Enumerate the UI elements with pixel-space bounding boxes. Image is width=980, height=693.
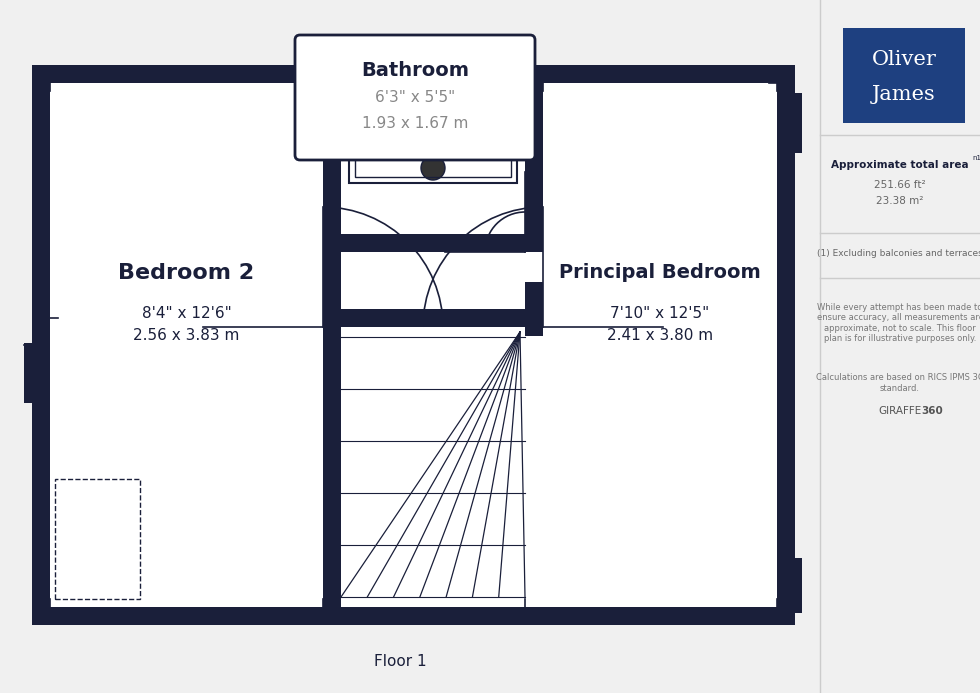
Bar	[32, 65, 795, 625]
Text: While every attempt has been made to
ensure accuracy, all measurements are
appro: While every attempt has been made to ens…	[816, 303, 980, 343]
Text: 8'4" x 12'6": 8'4" x 12'6"	[142, 306, 231, 320]
Text: Principal Bedroom: Principal Bedroom	[560, 263, 760, 283]
Text: Floor 1: Floor 1	[373, 653, 426, 669]
Bar	[341, 83, 525, 234]
Bar	[341, 309, 525, 327]
Bar	[355, 114, 511, 177]
Bar	[50, 83, 777, 607]
Text: Approximate total area: Approximate total area	[831, 160, 969, 170]
Text: 360: 360	[921, 406, 943, 416]
Text: Bathroom: Bathroom	[361, 60, 469, 80]
Bar	[525, 83, 543, 252]
Bar	[55, 479, 140, 599]
Bar	[341, 234, 534, 252]
Text: Calculations are based on RICS IPMS 3C
standard.: Calculations are based on RICS IPMS 3C s…	[816, 374, 980, 393]
Text: 1.93 x 1.67 m: 1.93 x 1.67 m	[362, 116, 468, 130]
Text: n1: n1	[972, 155, 980, 161]
Bar	[790, 558, 802, 613]
Bar	[349, 108, 517, 183]
Text: Oliver: Oliver	[871, 50, 937, 69]
Bar	[359, 64, 507, 84]
Text: 7'10" x 12'5": 7'10" x 12'5"	[611, 306, 710, 320]
FancyBboxPatch shape	[295, 35, 535, 160]
Circle shape	[421, 156, 445, 180]
Text: (1) Excluding balconies and terraces: (1) Excluding balconies and terraces	[817, 249, 980, 258]
Text: GIRAFFE: GIRAFFE	[878, 406, 921, 416]
Bar	[843, 28, 965, 123]
Text: Bedroom 2: Bedroom 2	[119, 263, 255, 283]
Bar	[543, 83, 777, 607]
Text: 2.56 x 3.83 m: 2.56 x 3.83 m	[133, 328, 240, 342]
Bar	[341, 252, 525, 309]
Bar	[790, 93, 802, 153]
Bar	[356, 65, 510, 85]
Text: James: James	[872, 85, 936, 104]
Text: 6'3" x 5'5": 6'3" x 5'5"	[375, 91, 455, 105]
Text: 23.38 m²: 23.38 m²	[876, 196, 924, 206]
Bar	[525, 282, 543, 336]
Bar	[24, 343, 37, 403]
Text: 251.66 ft²: 251.66 ft²	[874, 180, 926, 190]
Bar	[323, 83, 341, 607]
Bar	[323, 282, 341, 336]
Bar	[50, 83, 323, 607]
Bar	[341, 327, 525, 607]
Text: 2.41 x 3.80 m: 2.41 x 3.80 m	[607, 328, 713, 342]
